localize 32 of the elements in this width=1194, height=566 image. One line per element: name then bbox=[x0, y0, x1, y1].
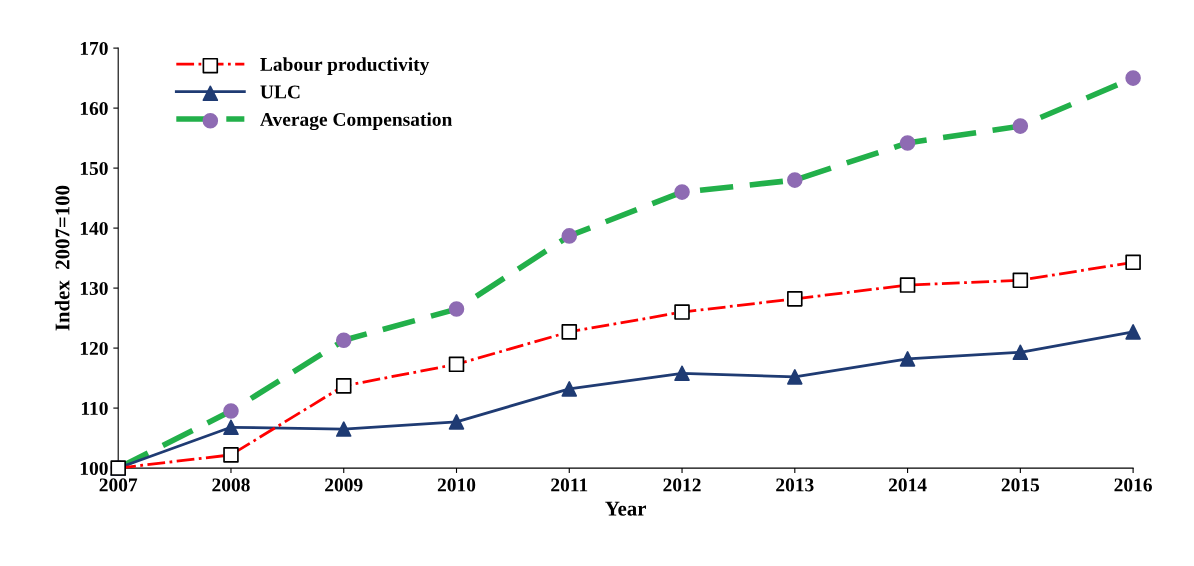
y-tick-label: 160 bbox=[80, 101, 108, 116]
x-tick-label: 2009 bbox=[325, 478, 363, 492]
x-tick-label: 2012 bbox=[663, 478, 701, 492]
x-axis-title: Year bbox=[605, 501, 647, 516]
x-tick-label: 2015 bbox=[1001, 478, 1040, 492]
point bbox=[899, 351, 916, 367]
legend-label: Average Compensation bbox=[260, 112, 453, 131]
y-tick-label: 140 bbox=[80, 221, 108, 236]
point bbox=[1125, 324, 1141, 340]
x-tick-label: 2008 bbox=[212, 478, 250, 492]
x-tick-label: 2010 bbox=[437, 478, 476, 492]
y-axis-title: Index 2007=100 bbox=[54, 185, 70, 331]
point bbox=[787, 369, 803, 385]
x-tick-label: 2014 bbox=[888, 478, 927, 492]
y-tick-label: 130 bbox=[80, 281, 108, 296]
x-tick-label: 2007 bbox=[99, 478, 138, 492]
y-tick-label: 120 bbox=[80, 341, 108, 356]
y-tick-label: 100 bbox=[80, 461, 108, 476]
point bbox=[1012, 344, 1029, 361]
y-tick-label: 170 bbox=[80, 41, 108, 56]
legend-label: ULC bbox=[260, 85, 300, 99]
point bbox=[335, 421, 352, 437]
y-tick-label: 150 bbox=[80, 161, 108, 176]
legend-label: Labour productivity bbox=[260, 57, 430, 76]
x-tick-label: 2011 bbox=[551, 478, 588, 492]
point bbox=[561, 381, 578, 397]
point bbox=[448, 414, 465, 430]
y-tick-label: 110 bbox=[81, 401, 108, 416]
x-tick-label: 2013 bbox=[776, 478, 814, 492]
x-tick-label: 2016 bbox=[1114, 478, 1152, 492]
point bbox=[223, 419, 239, 436]
point bbox=[674, 365, 690, 382]
